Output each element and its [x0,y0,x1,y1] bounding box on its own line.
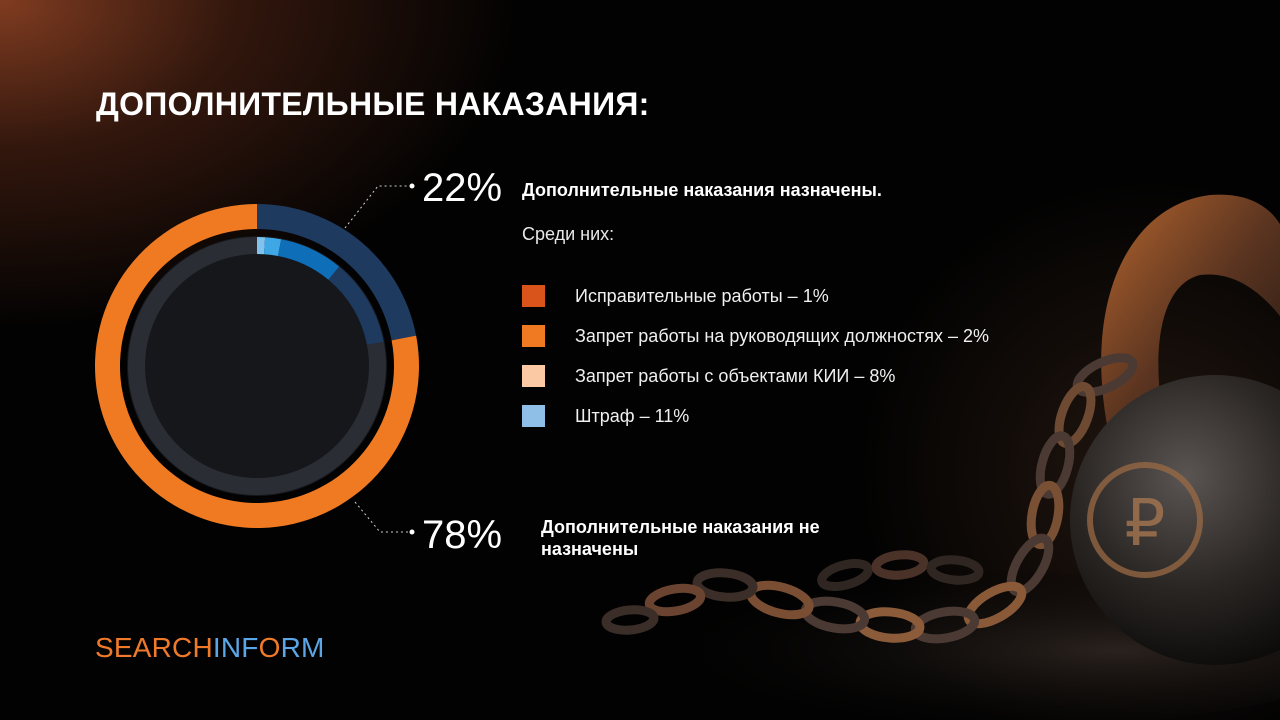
leader-line-assigned [344,185,412,229]
percent-assigned: 22% [422,166,503,210]
svg-text:₽: ₽ [1125,487,1166,561]
among-label: Среди них: [522,224,615,244]
legend-swatch [522,285,545,307]
legend-swatch [522,325,545,347]
percent-not-assigned: 78% [422,513,503,557]
legend-label: Исправительные работы – 1% [575,285,829,306]
legend-swatch [522,365,545,387]
inner-ring-slice [277,239,340,280]
legend: Исправительные работы – 1% Запрет работы… [522,276,989,436]
outer-ring-slice [257,204,417,341]
leader-line-assigned-dot [409,183,415,189]
legend-label: Штраф – 11% [575,405,690,426]
leader-line-not-assigned [354,501,412,533]
legend-swatch [522,405,545,427]
legend-item: Штраф – 11% [522,396,989,436]
legend-item: Запрет работы на руководящих должностях … [522,316,989,356]
inner-ring-slice [257,237,266,255]
caption-assigned: Дополнительные наказания назначены. [522,180,882,200]
inner-ring-slice [328,266,384,346]
searchinform-logo: SEARCHINFORM [95,632,325,663]
inner-ring-slice [264,237,282,256]
legend-label: Запрет работы с объектами КИИ – 8% [575,365,896,386]
caption-not-assigned: Дополнительные наказания не назначены [541,517,820,559]
leader-line-not-assigned-dot [409,529,415,535]
donut-inner-background [127,236,387,496]
slide-title: ДОПОЛНИТЕЛЬНЫЕ НАКАЗАНИЯ: [96,86,650,122]
legend-item: Запрет работы с объектами КИИ – 8% [522,356,989,396]
legend-item: Исправительные работы – 1% [522,276,989,316]
legend-label: Запрет работы на руководящих должностях … [575,325,989,346]
